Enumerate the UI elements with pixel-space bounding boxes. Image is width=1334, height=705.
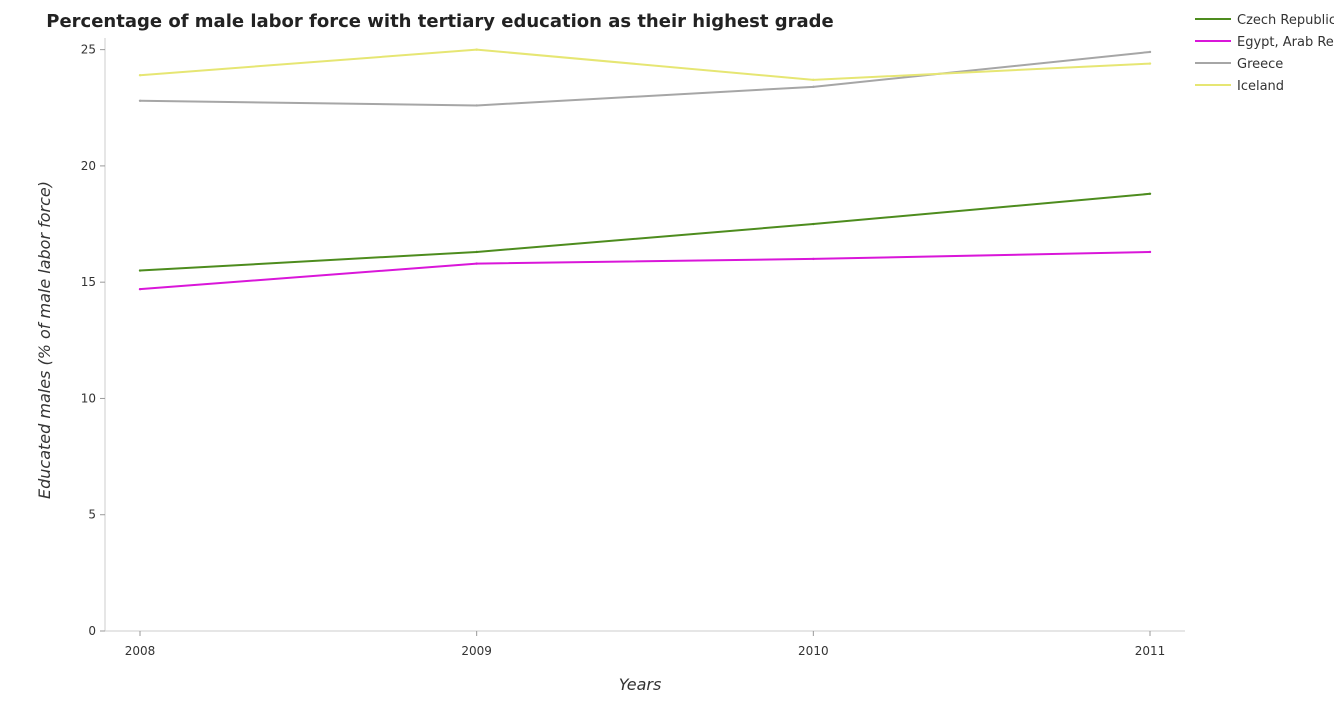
data-point [1148,62,1152,65]
legend-label: Iceland [1237,79,1284,94]
x-tick-label: 2008 [125,644,156,658]
x-tick-label: 2009 [461,644,492,658]
legend-label: Czech Republic [1237,13,1334,28]
chart-title: Percentage of male labor force with tert… [46,11,833,32]
data-point [1148,50,1152,54]
x-tick-label: 2011 [1135,644,1166,658]
legend-label: Egypt, Arab Rep. [1237,35,1334,50]
data-point [475,104,478,107]
data-point [138,269,142,272]
y-ticks: 0 5 10 15 20 25 [81,43,105,638]
data-point [1148,250,1152,254]
series-line-0 [139,192,1151,272]
data-point [138,99,142,102]
series-line-1 [139,250,1151,291]
legend: Czech Republic Egypt, Arab Rep. Greece Icel… [1187,4,1334,100]
y-tick-label: 5 [88,508,96,522]
data-point [138,287,142,291]
legend-label: Greece [1237,57,1283,72]
data-point [812,85,815,89]
data-point [138,74,142,77]
y-tick-label: 15 [81,275,96,289]
data-point [475,262,478,265]
y-tick-label: 20 [81,159,96,173]
y-tick-label: 10 [81,391,96,405]
data-point [475,48,478,51]
data-point [812,257,815,261]
data-point [812,78,815,82]
series-line-3 [139,48,1151,81]
data-point [1148,192,1152,196]
plot-area: 0 5 10 15 20 25 2008 2009 2010 2011 [81,38,1185,658]
data-point [475,250,478,254]
x-axis-label: Years [619,675,662,694]
x-tick-label: 2010 [798,644,829,658]
y-axis-label: Educated males (% of male labor force) [35,181,54,499]
y-tick-label: 25 [81,43,96,57]
y-tick-label: 0 [88,624,96,638]
series-line-2 [139,50,1151,107]
data-point [812,222,815,226]
x-ticks: 2008 2009 2010 2011 [125,631,1166,658]
series-lines [138,48,1152,291]
